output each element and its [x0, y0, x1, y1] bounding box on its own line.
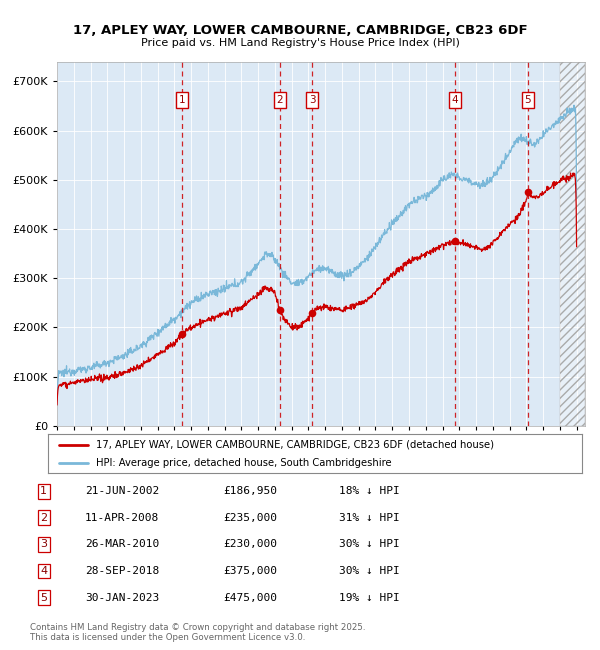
Text: 2: 2	[40, 513, 47, 523]
Text: 31% ↓ HPI: 31% ↓ HPI	[339, 513, 400, 523]
Text: 21-JUN-2002: 21-JUN-2002	[85, 486, 160, 496]
Text: 2: 2	[276, 95, 283, 105]
Text: 4: 4	[40, 566, 47, 576]
Text: 17, APLEY WAY, LOWER CAMBOURNE, CAMBRIDGE, CB23 6DF: 17, APLEY WAY, LOWER CAMBOURNE, CAMBRIDG…	[73, 24, 527, 37]
Text: £235,000: £235,000	[223, 513, 277, 523]
Text: 30% ↓ HPI: 30% ↓ HPI	[339, 566, 400, 576]
Text: 28-SEP-2018: 28-SEP-2018	[85, 566, 160, 576]
Text: 3: 3	[40, 540, 47, 549]
Text: 11-APR-2008: 11-APR-2008	[85, 513, 160, 523]
Text: 17, APLEY WAY, LOWER CAMBOURNE, CAMBRIDGE, CB23 6DF (detached house): 17, APLEY WAY, LOWER CAMBOURNE, CAMBRIDG…	[96, 440, 494, 450]
Text: 26-MAR-2010: 26-MAR-2010	[85, 540, 160, 549]
Text: £186,950: £186,950	[223, 486, 277, 496]
Text: 18% ↓ HPI: 18% ↓ HPI	[339, 486, 400, 496]
Text: £375,000: £375,000	[223, 566, 277, 576]
Text: 4: 4	[452, 95, 458, 105]
Text: Contains HM Land Registry data © Crown copyright and database right 2025.
This d: Contains HM Land Registry data © Crown c…	[30, 623, 365, 642]
Text: 30% ↓ HPI: 30% ↓ HPI	[339, 540, 400, 549]
Text: £230,000: £230,000	[223, 540, 277, 549]
Text: 3: 3	[309, 95, 316, 105]
Text: £475,000: £475,000	[223, 593, 277, 603]
Text: 1: 1	[40, 486, 47, 496]
Bar	[560, 62, 585, 426]
Bar	[560, 62, 585, 426]
Text: 5: 5	[40, 593, 47, 603]
Text: HPI: Average price, detached house, South Cambridgeshire: HPI: Average price, detached house, Sout…	[96, 458, 392, 467]
Text: Price paid vs. HM Land Registry's House Price Index (HPI): Price paid vs. HM Land Registry's House …	[140, 38, 460, 47]
Text: 1: 1	[179, 95, 185, 105]
Text: 5: 5	[524, 95, 531, 105]
Text: 19% ↓ HPI: 19% ↓ HPI	[339, 593, 400, 603]
Text: 30-JAN-2023: 30-JAN-2023	[85, 593, 160, 603]
